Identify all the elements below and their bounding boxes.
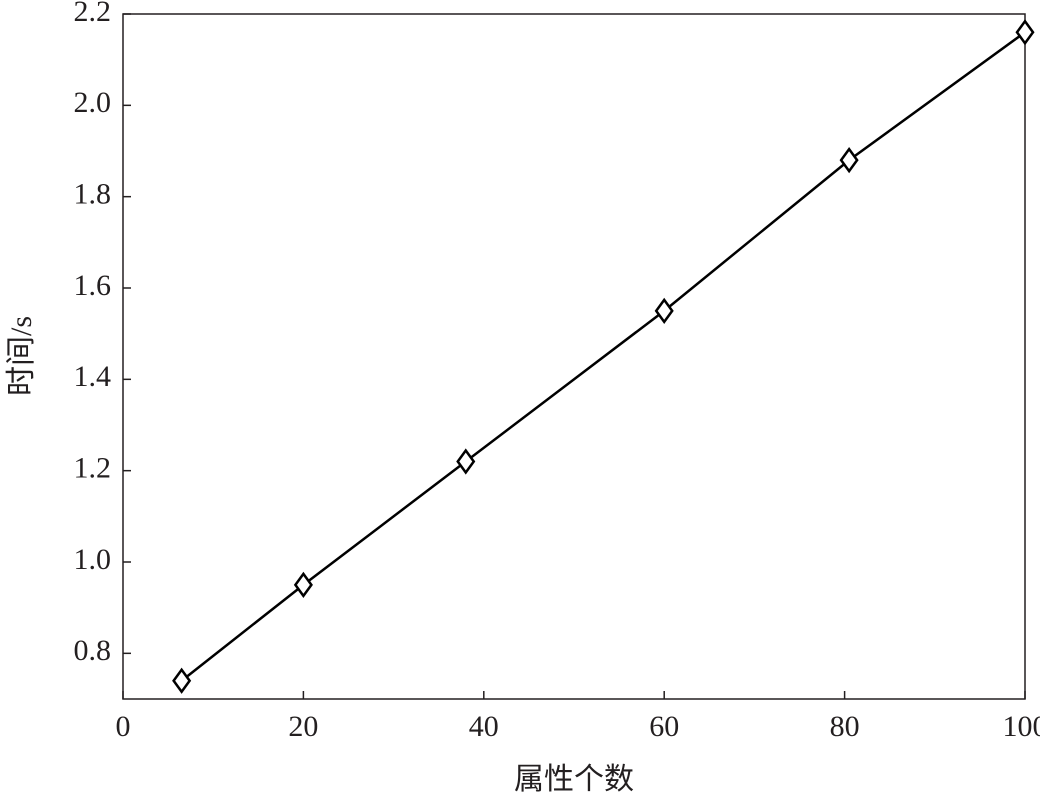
y-axis-label: 时间/s: [5, 316, 38, 396]
y-tick-label: 1.2: [74, 452, 112, 485]
marker: [295, 574, 311, 596]
y-tick-label: 2.2: [74, 0, 112, 28]
marker: [1017, 21, 1033, 43]
marker: [841, 149, 857, 171]
marker: [458, 451, 474, 473]
y-tick-label: 1.6: [74, 269, 112, 302]
x-tick-label: 60: [649, 710, 679, 743]
x-tick-label: 80: [830, 710, 860, 743]
y-tick-label: 1.4: [74, 360, 112, 393]
marker: [174, 670, 190, 692]
x-tick-label: 100: [1003, 710, 1040, 743]
x-tick-label: 20: [288, 710, 318, 743]
x-tick-label: 40: [469, 710, 499, 743]
plot-frame: [123, 14, 1025, 699]
y-tick-label: 1.8: [74, 178, 112, 211]
marker: [656, 300, 672, 322]
x-axis-label: 属性个数: [514, 763, 634, 796]
x-tick-label: 0: [116, 710, 131, 743]
y-tick-label: 1.0: [74, 543, 112, 576]
y-tick-label: 2.0: [74, 86, 112, 119]
y-tick-label: 0.8: [74, 634, 112, 667]
